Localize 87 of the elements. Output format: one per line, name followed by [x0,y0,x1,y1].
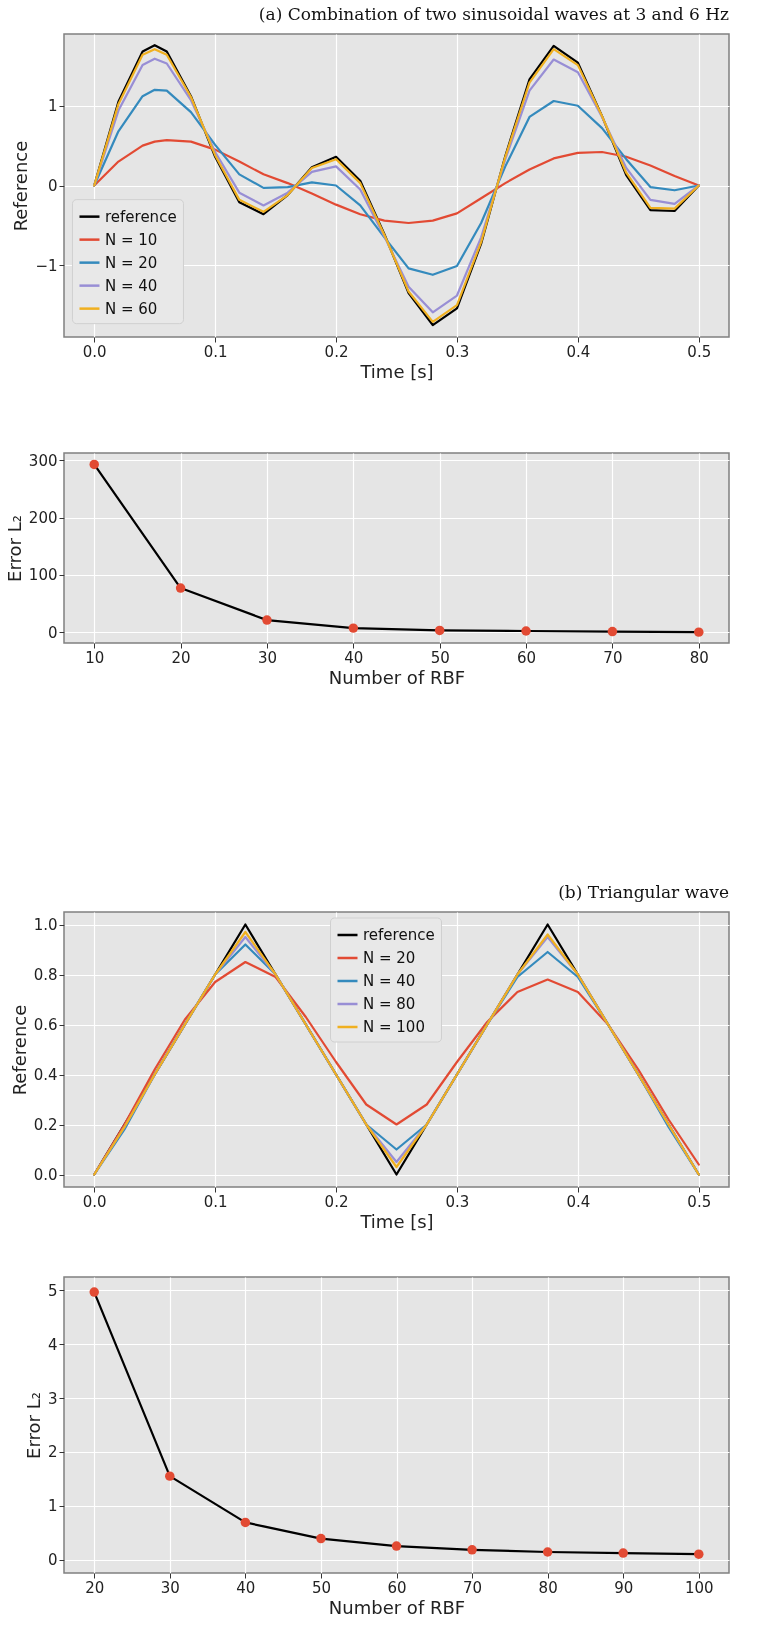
x-tick-label: 30 [257,648,277,667]
x-tick-label: 80 [689,648,709,667]
x-tick-label: 50 [311,1578,331,1597]
y-tick-label: 0.8 [33,966,58,984]
x-tick-label: 20 [85,1578,105,1597]
y-tick-label: −1 [35,256,58,275]
point [165,1471,175,1481]
x-tick-label: 0.4 [566,1192,591,1211]
y-axis-title: Reference [8,1004,30,1096]
y-tick-label: 200 [28,509,58,528]
x-tick-label: 50 [430,648,450,667]
y-tick-label: 1 [47,1497,58,1516]
x-tick-label: 0.0 [82,1192,107,1211]
x-tick-label: 60 [517,648,537,667]
y-tick-label: 2 [47,1443,58,1462]
legend-label: N = 80 [363,995,416,1013]
x-tick-label: 80 [538,1578,558,1597]
legend-label: N = 60 [104,299,158,318]
point [607,626,618,637]
y-tick-label: 0.2 [33,1116,58,1134]
point [434,625,445,636]
point [240,1517,251,1528]
x-tick-label: 10 [85,648,105,667]
x-tick-label: 40 [236,1578,256,1597]
point [618,1548,628,1558]
legend-label: reference [363,926,435,944]
y-tick-label: 0.4 [33,1066,58,1084]
point [89,1287,99,1297]
x-tick-label: 0.5 [687,342,712,361]
x-tick-label: 100 [684,1578,714,1597]
x-tick-label: 70 [463,1578,483,1597]
y-tick-label: 3 [47,1389,58,1408]
legend-label: N = 40 [104,276,158,295]
legend-label: N = 20 [104,253,158,272]
point [694,1549,704,1559]
y-tick-label: 300 [28,451,58,470]
legend-label: N = 10 [104,230,158,249]
x-axis-title: Number of RBF [328,1596,466,1618]
x-tick-label: 90 [614,1578,634,1597]
point [391,1541,402,1551]
y-axis-title: Error L₂ [22,1392,44,1459]
x-tick-label: 30 [160,1578,180,1597]
point [348,623,359,633]
y-tick-label: 0.0 [33,1166,58,1184]
chart-title: (b) Triangular wave [558,882,729,902]
legend-label: reference [104,207,177,226]
point [175,583,186,593]
line-series [93,88,700,276]
y-tick-label: 1 [47,97,58,116]
line-series [93,138,700,225]
point [694,627,704,637]
point [262,615,272,625]
x-tick-label: 70 [603,648,623,667]
x-tick-label: 0.2 [324,342,349,361]
x-axis-title: Time [s] [359,1210,434,1232]
x-tick-label: 0.3 [445,342,470,361]
y-tick-label: 5 [47,1281,58,1300]
point [316,1533,326,1544]
legend-label: N = 40 [363,972,416,990]
point [521,626,531,636]
point [89,459,99,470]
x-tick-label: 0.5 [687,1192,712,1211]
legend-label: N = 20 [363,949,416,967]
legend-label: N = 100 [363,1018,425,1036]
y-tick-label: 1.0 [33,916,58,934]
x-tick-label: 60 [387,1578,407,1597]
x-axis-title: Number of RBF [328,666,466,688]
y-tick-label: 0.6 [33,1016,58,1034]
y-tick-label: 4 [47,1335,58,1354]
x-axis-title: Time [s] [359,360,434,382]
x-tick-label: 20 [171,648,191,667]
point [542,1547,553,1557]
y-tick-label: 100 [28,566,58,585]
x-tick-label: 0.2 [324,1192,349,1211]
x-tick-label: 0.1 [203,1192,228,1211]
y-tick-label: 0 [47,623,58,642]
y-axis-title: Error L₂ [3,515,25,582]
x-tick-label: 0.3 [445,1192,470,1211]
x-tick-label: 0.1 [203,342,228,361]
chart-title: (a) Combination of two sinusoidal waves at 3 and 6 Hz [258,4,730,24]
x-tick-label: 40 [344,648,364,667]
point [467,1545,477,1555]
x-tick-label: 0.4 [566,342,591,361]
y-tick-label: 0 [47,177,58,195]
y-axis-title: Reference [10,140,32,232]
y-tick-label: 0 [47,1551,58,1570]
x-tick-label: 0.0 [82,342,107,361]
